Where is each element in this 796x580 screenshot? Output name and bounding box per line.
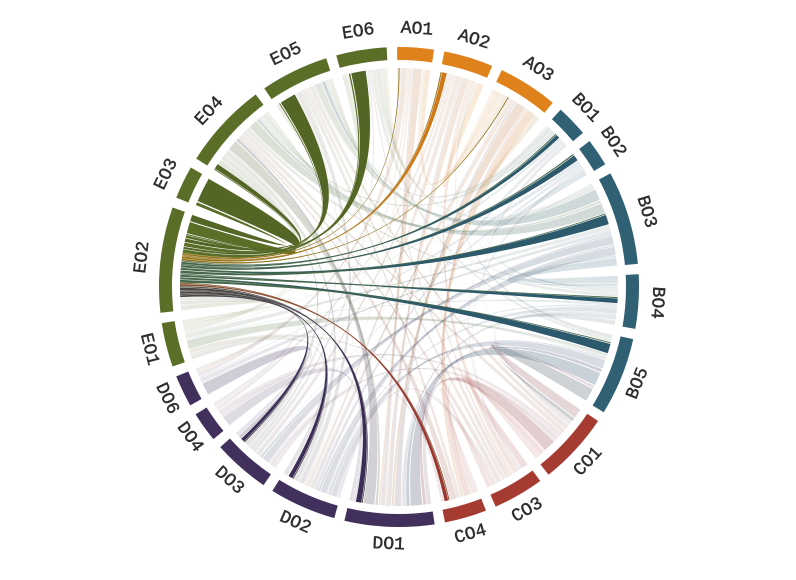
svg-text:AO1: AO1 bbox=[400, 19, 434, 41]
svg-text:EO2: EO2 bbox=[131, 240, 155, 274]
svg-text:BO4: BO4 bbox=[646, 286, 668, 320]
svg-text:DO1: DO1 bbox=[372, 534, 405, 555]
